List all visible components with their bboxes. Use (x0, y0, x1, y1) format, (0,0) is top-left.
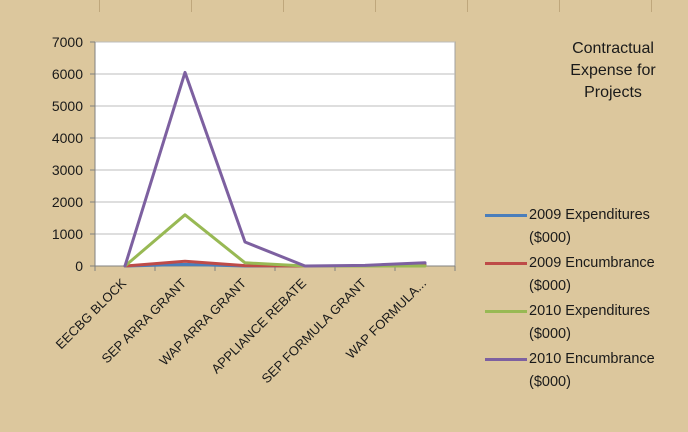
sheet-column-cell (376, 0, 468, 12)
sheet-column-cell (560, 0, 652, 12)
legend-swatch (485, 214, 527, 217)
legend-item: 2010 Encumbrance ($000) (485, 348, 685, 396)
y-tick-label: 0 (75, 258, 83, 274)
legend-item: 2009 Encumbrance ($000) (485, 252, 685, 300)
y-tick-label: 1000 (52, 226, 83, 242)
x-tick-label: SEP FORMULA GRANT (259, 275, 370, 386)
y-tick-label: 5000 (52, 98, 83, 114)
sheet-column-cell (8, 0, 100, 12)
plot-area (94, 41, 456, 267)
y-tick-label: 6000 (52, 66, 83, 82)
legend-label: 2009 Expenditures ($000) (529, 207, 650, 246)
legend-label: 2010 Encumbrance ($000) (529, 351, 655, 390)
y-tick-label: 7000 (52, 34, 83, 50)
legend-swatch (485, 310, 527, 313)
legend-swatch (485, 358, 527, 361)
legend-swatch (485, 262, 527, 265)
y-tick-label: 3000 (52, 162, 83, 178)
sheet-column-cell (100, 0, 192, 12)
y-tick-label: 2000 (52, 194, 83, 210)
legend-label: 2010 Expenditures ($000) (529, 303, 650, 342)
y-tick-label: 4000 (52, 130, 83, 146)
sheet-column-cell (468, 0, 560, 12)
sheet-column-cell (192, 0, 284, 12)
legend-item: 2010 Expenditures ($000) (485, 300, 685, 348)
chart-legend: 2009 Expenditures ($000) 2009 Encumbrance… (485, 204, 685, 396)
chart-title: Contractual Expense for Projects (570, 40, 656, 101)
series-line-4 (123, 70, 427, 268)
legend-item: 2009 Expenditures ($000) (485, 204, 685, 252)
sheet-column-cell (284, 0, 376, 12)
legend-label: 2009 Encumbrance ($000) (529, 255, 655, 294)
